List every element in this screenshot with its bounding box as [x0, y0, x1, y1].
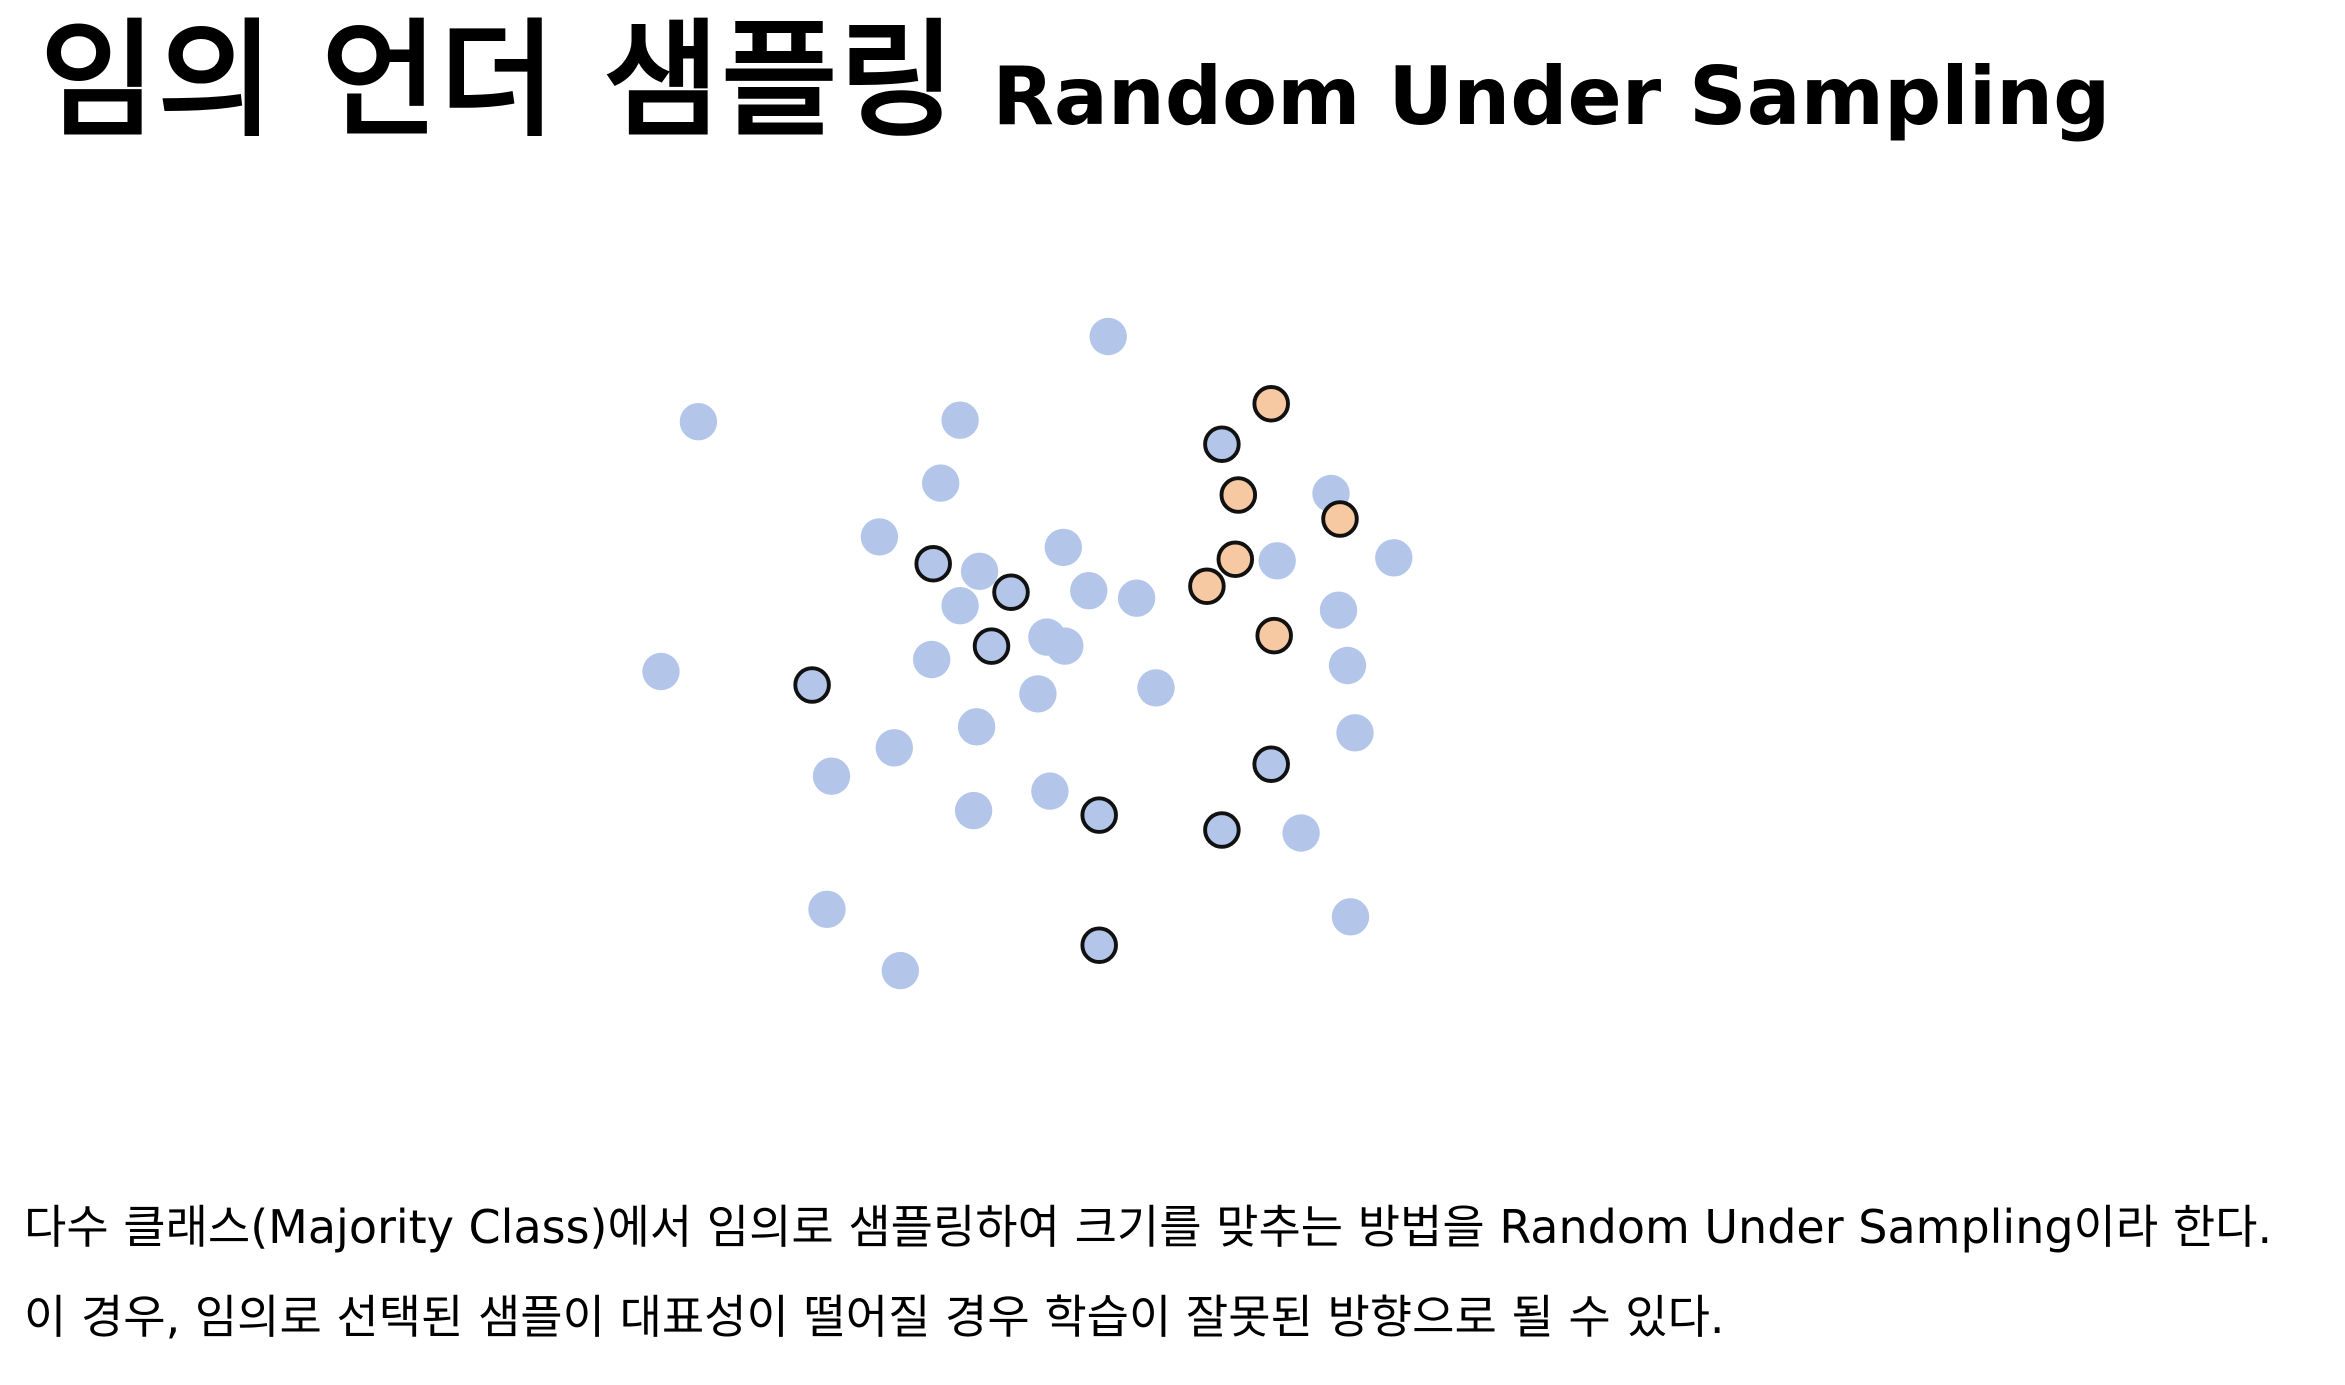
description: 다수 클래스(Majority Class)에서 임의로 샘플링하여 크기를 맞…: [24, 1182, 2272, 1362]
minority-point: [1188, 567, 1226, 606]
majority-point: [808, 890, 846, 928]
majority-selected-point: [1203, 811, 1241, 849]
majority-selected-point: [1252, 745, 1290, 783]
minority-point: [1255, 616, 1293, 655]
majority-point: [1258, 542, 1296, 580]
majority-selected-point: [992, 573, 1030, 611]
majority-selected-point: [1203, 425, 1241, 463]
majority-point: [679, 403, 718, 441]
title-korean: 임의 언더 샘플링: [40, 7, 958, 154]
majority-point: [1282, 814, 1320, 852]
majority-point: [1375, 539, 1413, 577]
minority-point: [1321, 500, 1359, 538]
minority-point: [1219, 476, 1258, 514]
majority-point: [812, 757, 851, 795]
majority-point: [881, 951, 919, 990]
minority-point: [1216, 540, 1255, 579]
majority-point: [642, 652, 680, 691]
description-line-2: 이 경우, 임의로 선택된 샘플이 대표성이 떨어질 경우 학습이 잘못된 방향…: [24, 1290, 1725, 1344]
description-line-1: 다수 클래스(Majority Class)에서 임의로 샘플링하여 크기를 맞…: [24, 1200, 2273, 1254]
majority-point: [1044, 528, 1083, 567]
majority-point: [1137, 669, 1175, 707]
majority-point: [1046, 627, 1084, 665]
majority-selected-point: [914, 545, 952, 583]
majority-point: [1117, 579, 1156, 617]
majority-point: [954, 791, 993, 830]
majority-point: [941, 587, 979, 625]
minority-point: [1252, 385, 1290, 423]
majority-point: [1019, 675, 1057, 713]
majority-point: [960, 552, 999, 590]
majority-point: [1331, 898, 1370, 936]
majority-point: [1328, 646, 1367, 685]
majority-point: [860, 518, 899, 556]
majority-point: [1319, 591, 1358, 629]
majority-point: [1089, 317, 1127, 356]
majority-point: [1031, 772, 1069, 810]
majority-point: [913, 640, 951, 679]
majority-selected-point: [793, 666, 831, 704]
majority-point: [922, 464, 960, 502]
page-title: 임의 언더 샘플링 Random Under Sampling: [40, 18, 2110, 144]
majority-point: [1070, 572, 1108, 610]
majority-selected-point: [1080, 796, 1118, 834]
majority-selected-point: [972, 627, 1011, 665]
majority-point: [941, 401, 979, 439]
majority-selected-point: [1080, 926, 1118, 964]
title-english: Random Under Sampling: [992, 50, 2111, 143]
majority-point: [1336, 714, 1374, 752]
majority-point: [957, 708, 996, 746]
majority-point: [875, 729, 913, 767]
